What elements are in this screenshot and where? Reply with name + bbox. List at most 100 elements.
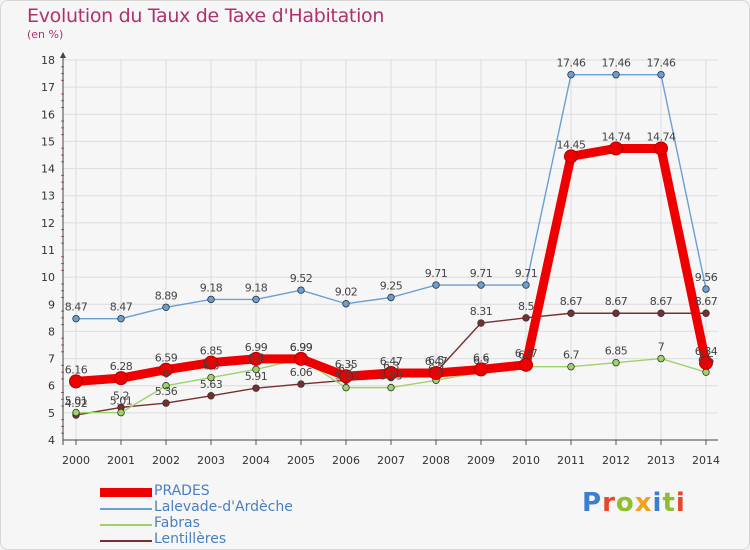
data-point [342, 300, 350, 308]
data-label: 5.93 [380, 370, 403, 383]
y-tick-label: 18 [41, 54, 55, 67]
data-point [114, 371, 128, 386]
legend-item: PRADES [100, 483, 360, 500]
chart-subtitle: (en %) [27, 28, 64, 41]
data-label: 6.77 [515, 347, 538, 360]
data-label: 17.46 [557, 57, 586, 70]
data-label: 6.84 [695, 345, 718, 358]
legend-label: Lentillères [154, 531, 227, 547]
data-point [612, 70, 620, 79]
data-label: 5.01 [65, 395, 88, 408]
data-label: 9.71 [425, 267, 448, 280]
y-tick-label: 6 [48, 380, 55, 393]
data-label: 6.99 [290, 341, 313, 354]
data-point [702, 285, 710, 293]
data-label: 8.67 [695, 295, 718, 308]
data-point [519, 357, 533, 372]
y-axis-arrow [60, 52, 66, 58]
legend-swatch [100, 540, 152, 542]
data-label: 6 [163, 368, 170, 381]
data-labels-layer: 4.92 5.2 5.36 5.63 5.91 6.06 6.2 6.3 6.5 8.31 8.5 8… [65, 57, 718, 410]
y-tick-label: 16 [41, 108, 55, 121]
data-point [567, 70, 575, 79]
data-label: 9.56 [695, 271, 718, 284]
series-layer [69, 70, 713, 419]
data-point [477, 281, 485, 289]
data-point [207, 392, 215, 400]
logo-letter: t [662, 488, 676, 518]
data-point [612, 358, 620, 367]
data-label: 8.47 [65, 301, 88, 314]
data-label: 9.02 [335, 286, 358, 299]
data-point [69, 374, 83, 389]
data-label: 5.01 [110, 395, 133, 408]
series-prades [69, 141, 713, 389]
logo-letter: o [615, 488, 635, 518]
data-label: 6.7 [518, 349, 534, 362]
axes: 4 5 6 7 8 9 10 11 12 13 14 15 16 17 18 2000 2001 2002 2003… [41, 52, 720, 467]
grid-lines [63, 59, 718, 441]
x-tick-label: 2006 [332, 454, 360, 467]
legend-item: Lalevade-d'Ardèche [100, 499, 360, 516]
data-point [72, 314, 80, 323]
y-tick-label: 10 [41, 271, 55, 284]
x-tick-label: 2009 [467, 454, 495, 467]
data-point [657, 309, 665, 317]
data-label: 6.5 [698, 354, 714, 367]
data-label: 6.85 [605, 345, 628, 358]
data-point [657, 70, 665, 79]
data-label: 6.47 [380, 355, 403, 368]
series-lalevade-d-ard-che [72, 70, 710, 323]
x-tick-label: 2003 [197, 454, 225, 467]
data-point [522, 314, 530, 322]
data-label: 8.67 [605, 295, 628, 308]
data-label: 5.63 [200, 378, 223, 391]
data-label: 17.46 [647, 57, 676, 70]
data-label: 8.67 [560, 295, 583, 308]
data-label: 14.45 [557, 138, 586, 151]
data-point [297, 380, 305, 388]
logo-letter: i [675, 488, 686, 518]
x-tick-label: 2010 [512, 454, 540, 467]
data-label: 6.59 [155, 352, 178, 365]
x-tick-label: 2004 [242, 454, 270, 467]
y-tick-label: 13 [41, 190, 55, 203]
data-label: 5.36 [155, 385, 178, 398]
chart-title: Evolution du Taux de Taxe d'Habitation [27, 5, 385, 27]
data-label: 5.91 [245, 370, 268, 383]
data-label: 17.46 [602, 57, 631, 70]
data-label: 8.47 [110, 301, 133, 314]
data-point [387, 293, 395, 302]
data-label: 9.71 [515, 267, 538, 280]
x-tick-label: 2014 [692, 454, 720, 467]
proxiti-logo: Proxiti [582, 488, 686, 518]
data-point [252, 295, 260, 304]
data-label: 6.6 [248, 351, 264, 364]
x-tick-label: 2008 [422, 454, 450, 467]
data-label: 5.93 [335, 370, 358, 383]
legend-item: Fabras [100, 515, 360, 532]
data-point [117, 314, 125, 323]
data-label: 8.89 [155, 289, 178, 302]
data-point [612, 309, 620, 317]
logo-letter: r [602, 488, 616, 518]
legend-label: PRADES [154, 483, 210, 499]
data-point [252, 384, 260, 392]
y-tick-label: 9 [48, 298, 55, 311]
legend-item: Lentillères [100, 531, 360, 548]
x-tick-label: 2007 [377, 454, 405, 467]
data-point [429, 365, 443, 380]
data-label: 7 [658, 341, 665, 354]
data-point [432, 281, 440, 289]
data-label: 6.2 [338, 362, 354, 375]
x-tick-label: 2013 [647, 454, 675, 467]
data-point [474, 362, 488, 377]
legend-swatch [100, 508, 152, 510]
x-tick-label: 2001 [107, 454, 135, 467]
x-tick-label: 2000 [62, 454, 90, 467]
data-label: 6.06 [290, 366, 313, 379]
data-point [249, 351, 263, 366]
data-label: 6.47 [425, 355, 448, 368]
data-label: 14.74 [602, 130, 631, 143]
data-label: 6.7 [563, 349, 579, 362]
